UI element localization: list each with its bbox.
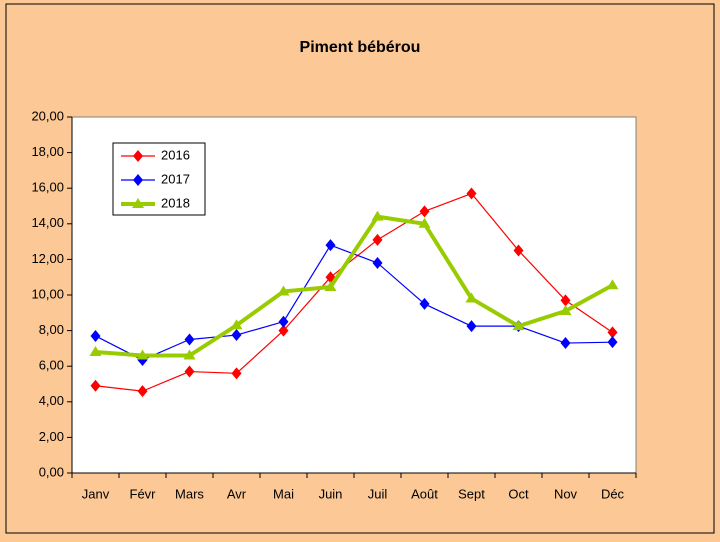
y-tick-label: 6,00 bbox=[39, 358, 64, 373]
x-tick-label: Mars bbox=[175, 486, 204, 501]
marker bbox=[89, 345, 102, 356]
y-tick-label: 12,00 bbox=[31, 251, 64, 266]
marker bbox=[560, 337, 571, 350]
x-tick-label: Févr bbox=[130, 486, 157, 501]
marker bbox=[184, 333, 195, 346]
marker bbox=[278, 324, 289, 337]
marker bbox=[137, 385, 148, 398]
x-tick-label: Juin bbox=[319, 486, 343, 501]
legend-marker bbox=[132, 198, 144, 208]
marker bbox=[136, 349, 149, 360]
legend-label: 2018 bbox=[161, 195, 190, 210]
marker bbox=[230, 319, 243, 330]
x-tick-label: Déc bbox=[601, 486, 625, 501]
y-tick-label: 0,00 bbox=[39, 464, 64, 479]
marker bbox=[372, 233, 383, 246]
y-tick-label: 10,00 bbox=[31, 286, 64, 301]
x-tick-label: Mai bbox=[273, 486, 294, 501]
marker bbox=[607, 326, 618, 339]
marker bbox=[419, 297, 430, 310]
x-tick-label: Sept bbox=[458, 486, 485, 501]
y-tick-label: 8,00 bbox=[39, 322, 64, 337]
marker bbox=[231, 367, 242, 380]
marker bbox=[606, 279, 619, 290]
marker bbox=[90, 379, 101, 392]
marker bbox=[607, 336, 618, 349]
marker bbox=[466, 187, 477, 200]
marker bbox=[419, 205, 430, 218]
marker bbox=[184, 365, 195, 378]
marker bbox=[324, 280, 337, 291]
marker bbox=[512, 320, 525, 331]
x-tick-label: Nov bbox=[554, 486, 578, 501]
marker bbox=[231, 329, 242, 342]
marker bbox=[278, 315, 289, 328]
marker bbox=[418, 217, 431, 228]
marker bbox=[372, 256, 383, 269]
marker bbox=[559, 305, 572, 316]
marker bbox=[325, 239, 336, 252]
y-tick-label: 18,00 bbox=[31, 144, 64, 159]
line bbox=[95, 214, 614, 358]
legend-marker bbox=[133, 150, 143, 162]
marker bbox=[183, 349, 196, 360]
x-tick-label: Janv bbox=[82, 486, 110, 501]
marker bbox=[371, 210, 384, 221]
x-tick-label: Juil bbox=[368, 486, 388, 501]
marker bbox=[465, 292, 478, 303]
marker bbox=[466, 320, 477, 333]
legend-marker bbox=[133, 174, 143, 186]
line bbox=[95, 192, 613, 392]
marker bbox=[277, 285, 290, 296]
x-tick-label: Oct bbox=[508, 486, 529, 501]
marker bbox=[90, 329, 101, 342]
y-tick-label: 20,00 bbox=[31, 108, 64, 123]
y-tick-label: 16,00 bbox=[31, 180, 64, 195]
y-tick-label: 2,00 bbox=[39, 429, 64, 444]
y-tick-label: 4,00 bbox=[39, 393, 64, 408]
x-tick-label: Avr bbox=[227, 486, 247, 501]
marker bbox=[513, 244, 524, 257]
x-tick-label: Août bbox=[411, 486, 438, 501]
legend-label: 2016 bbox=[161, 147, 190, 162]
legend-label: 2017 bbox=[161, 171, 190, 186]
chart-title: Piment bébérou bbox=[300, 39, 421, 56]
y-tick-label: 14,00 bbox=[31, 215, 64, 230]
marker bbox=[560, 294, 571, 307]
